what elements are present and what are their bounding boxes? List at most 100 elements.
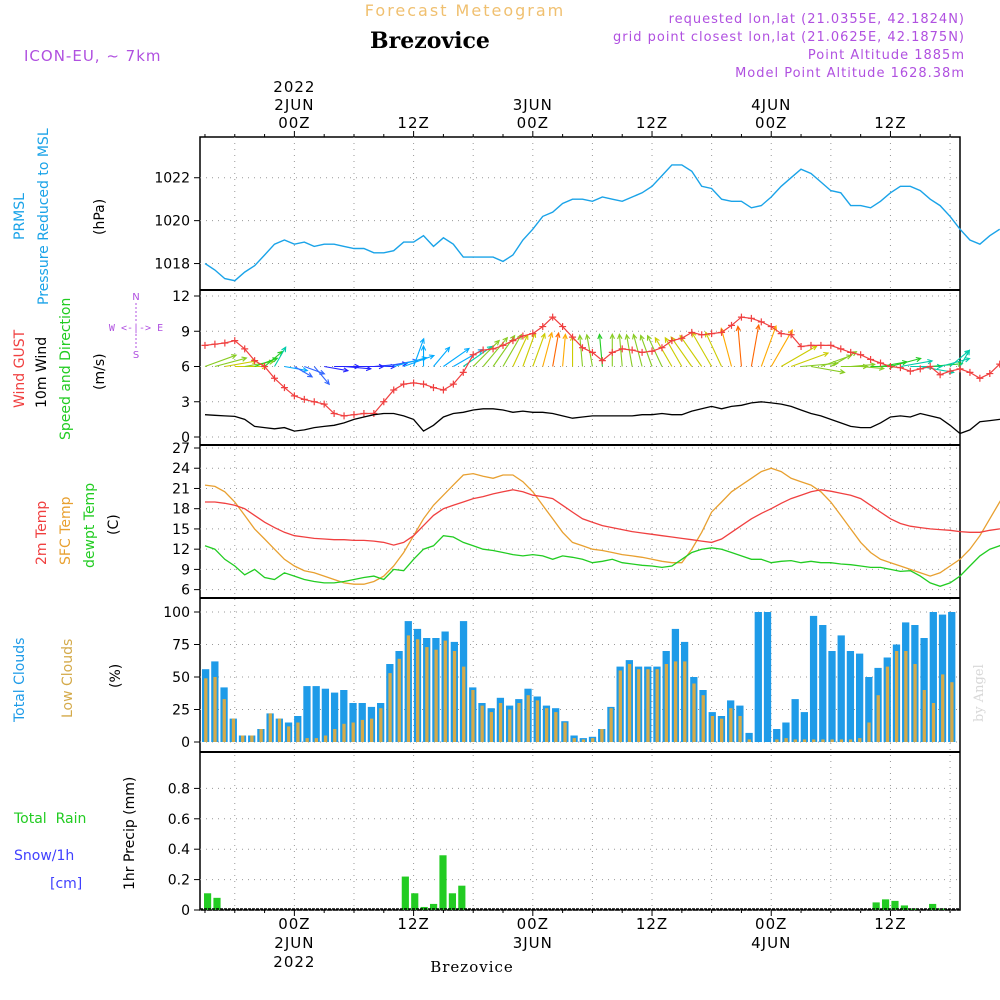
total-cloud-bar [330,692,339,742]
low-cloud-bar [296,722,300,742]
low-cloud-bar [342,723,346,742]
gust-marker [340,412,348,420]
total-cloud-bar [828,651,836,742]
gust-marker [817,341,825,349]
low-cloud-bar [812,739,816,742]
dew-label: dewpt Temp [82,483,98,568]
gust-marker [439,386,447,394]
compass-east-west: W <-|-> E [109,323,163,334]
y-tick-label: 0 [181,430,190,446]
gust-marker [867,355,875,363]
gust-marker [559,323,567,331]
low-cloud-bar [931,703,936,742]
top-time-label: 3JUN [513,96,553,114]
low-cloud-bar [775,739,779,742]
y-tick-label: 24 [172,461,190,477]
low-cloud-bar [784,738,788,742]
top-time-label: 4JUN [751,96,791,114]
wind-arrow-head [231,354,238,360]
wind-arrow [472,340,500,367]
low-cloud-bar [637,669,641,742]
total-cloud-bar [745,732,753,742]
low-cloud-bar [747,739,751,742]
gust-marker [718,328,726,336]
wind-arrow [313,366,330,385]
low-cloud-bar [204,678,208,742]
wind-arrow [502,334,522,367]
total-cloud-bar [791,699,799,742]
gust-marker [588,348,596,356]
y-tick-label: 0.6 [168,812,190,828]
bottom-time-label: 12Z [874,915,906,933]
rain-bar [872,902,880,910]
total-cloud-bar [929,612,937,742]
gust-marker [916,365,924,373]
wind-arrow [850,363,875,368]
low-cloud-label: Low Clouds [60,639,76,718]
low-cloud-bar [277,718,282,742]
gust-marker [737,313,745,321]
wind-arrow [224,360,257,368]
low-cloud-bar [563,722,567,742]
low-cloud-bar [535,700,540,742]
wind-arrow [542,332,553,367]
gust-marker [489,345,497,353]
rain-bar [411,893,419,910]
rain-bar [900,905,908,910]
bottom-time-label: 12Z [636,915,668,933]
wind-arrow-head [444,346,451,353]
low-cloud-bar [434,649,438,742]
watermark: by Angel [972,664,987,722]
sfc-label: SFC Temp [58,496,74,565]
total-cloud-bar [837,635,845,742]
wind-arrow-head [735,325,741,332]
gust-marker [479,346,487,354]
wind-arrow-head [401,361,409,367]
wind-arrow-head [302,367,309,373]
low-cloud-bar [627,664,632,742]
gust-marker [886,363,894,370]
prmsl-line [204,164,1000,282]
gust-marker [598,357,606,365]
compass-north: N [132,292,139,303]
low-cloud-bar [517,703,521,742]
total-cloud-bar [312,686,320,742]
gust-marker [350,411,358,419]
low-cloud-bar [351,722,355,742]
requested-coords: requested lon,lat (21.0355E, 42.1824N) [669,12,965,27]
y-tick-label: 12 [172,289,190,305]
wind-arrow [760,325,777,367]
wind-labels: Wind GUST 10m Wind Speed and Direction (… [12,292,163,440]
model-name: ICON-EU, ~ 7km [24,47,162,65]
y-tick-label: 21 [172,481,190,497]
wind-arrow [770,329,793,367]
y-tick-label: 0.8 [168,781,190,797]
total-cloud-bar [782,722,790,742]
total-cloud-bar [800,712,808,742]
wind-arrow-head [964,349,971,356]
gust-marker [469,351,477,359]
wind-arrow [800,362,838,368]
low-cloud-bar [858,738,862,742]
precip-axis-label: 1hr Precip (mm) [122,777,138,890]
gust-marker [618,345,626,353]
grid-point-coords: grid point closest lon,lat (21.0625E, 42… [613,30,965,45]
low-cloud-bar [720,718,724,742]
low-cloud-bar [848,739,853,742]
wind-arrow-head [307,372,314,378]
low-cloud-bar [489,712,494,742]
low-cloud-bar [867,722,871,742]
gust-marker [708,330,716,338]
low-cloud-bar [876,695,880,742]
gust-marker [608,348,616,356]
point-altitude: Point Altitude 1885m [808,48,965,63]
rain-bar [401,876,409,910]
compass-south: S [133,350,139,361]
gust-marker [499,341,507,349]
y-tick-label: 9 [181,324,190,340]
wind-arrow-head [927,358,934,365]
wind-arrow [640,335,653,367]
gust-marker [648,347,656,355]
wind-arrow [664,337,683,367]
